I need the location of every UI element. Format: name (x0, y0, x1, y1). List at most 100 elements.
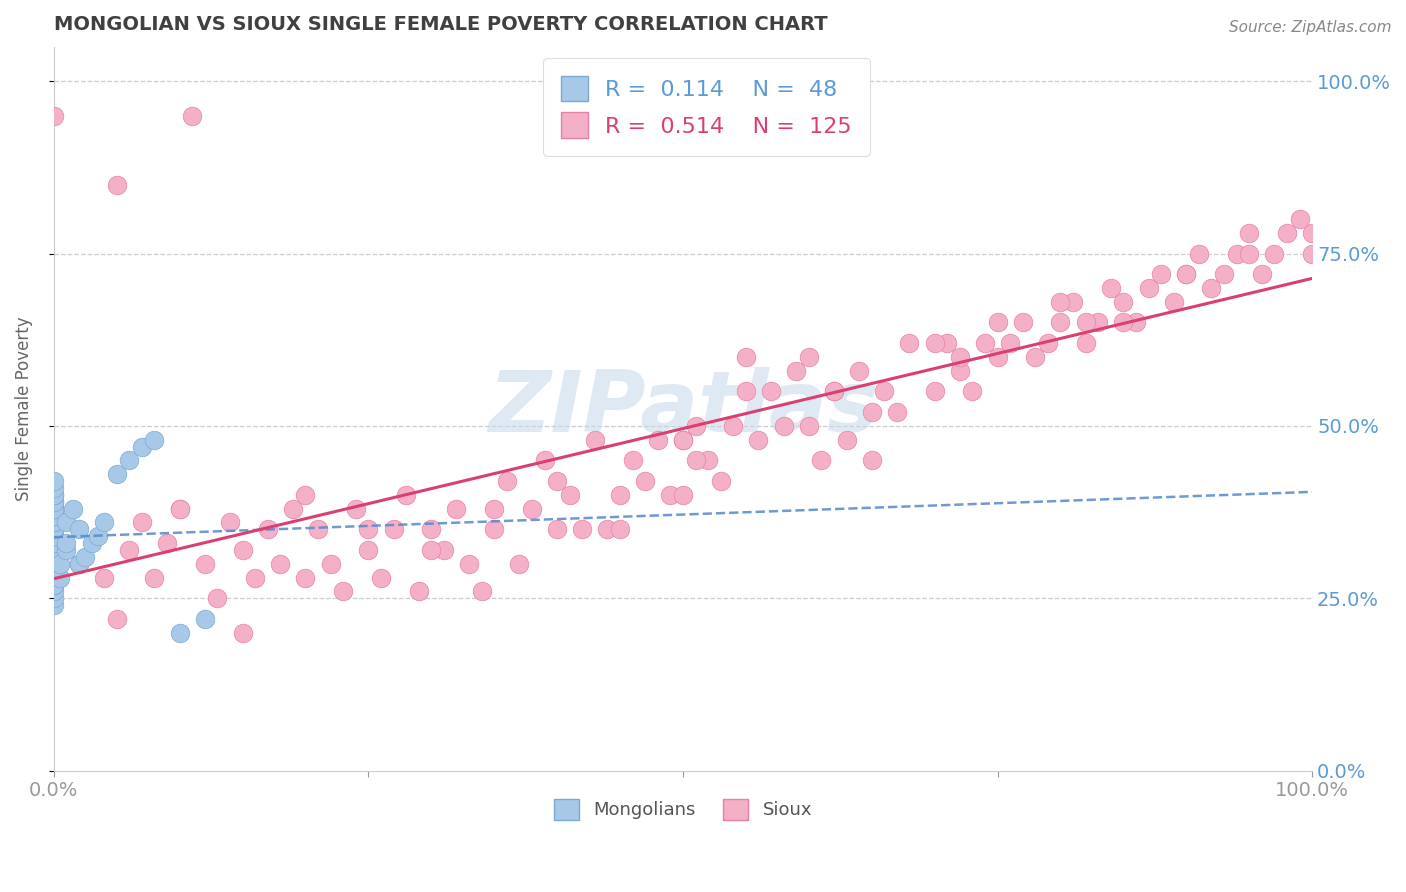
Point (484, 501, 506, 516)
Point (42, 508, 65, 523)
Point (42, 549, 65, 564)
Point (710, 474, 733, 488)
Point (446, 501, 468, 516)
Point (1201, 281, 1223, 295)
Point (974, 336, 997, 351)
Point (998, 336, 1021, 351)
Point (42, 495, 65, 509)
Point (256, 522, 278, 536)
Point (42, 488, 65, 502)
Point (1163, 294, 1185, 309)
Point (42, 598, 65, 612)
Point (194, 557, 217, 571)
Point (1237, 226, 1260, 240)
Point (1137, 281, 1160, 295)
Point (1188, 246, 1211, 260)
Point (42, 508, 65, 523)
Point (886, 405, 908, 419)
Point (1250, 267, 1272, 281)
Point (1062, 294, 1084, 309)
Point (797, 418, 820, 433)
Point (1175, 267, 1198, 281)
Point (357, 543, 380, 558)
Point (647, 433, 669, 447)
Point (898, 336, 921, 351)
Point (156, 536, 179, 550)
Point (42, 564, 65, 578)
Point (672, 433, 695, 447)
Point (42, 529, 65, 543)
Point (1301, 246, 1323, 260)
Point (62, 501, 84, 516)
Text: ZIPatlas: ZIPatlas (488, 368, 879, 450)
Point (1175, 267, 1198, 281)
Legend: Mongolians, Sioux: Mongolians, Sioux (547, 791, 820, 827)
Point (810, 453, 832, 467)
Y-axis label: Single Female Poverty: Single Female Poverty (15, 317, 32, 501)
Point (1301, 226, 1323, 240)
Point (42, 557, 65, 571)
Point (546, 522, 568, 536)
Point (1087, 316, 1109, 330)
Point (131, 440, 153, 454)
Point (357, 522, 380, 536)
Point (546, 474, 568, 488)
Point (105, 612, 128, 626)
Point (42, 522, 65, 536)
Point (332, 584, 354, 599)
Point (433, 543, 456, 558)
Point (294, 571, 316, 585)
Point (67, 522, 90, 536)
Point (823, 384, 845, 399)
Point (42, 522, 65, 536)
Point (42, 501, 65, 516)
Point (344, 501, 367, 516)
Point (49, 557, 72, 571)
Point (1150, 267, 1173, 281)
Point (747, 433, 769, 447)
Point (42, 501, 65, 516)
Point (924, 384, 946, 399)
Point (67, 557, 90, 571)
Point (207, 591, 229, 606)
Point (1263, 246, 1285, 260)
Point (232, 543, 254, 558)
Point (42, 571, 65, 585)
Point (848, 364, 870, 378)
Point (49, 571, 72, 585)
Point (55, 536, 77, 550)
Point (1125, 316, 1147, 330)
Point (558, 488, 581, 502)
Point (697, 453, 720, 467)
Point (42, 522, 65, 536)
Point (420, 522, 443, 536)
Point (1275, 226, 1298, 240)
Point (797, 350, 820, 364)
Point (1112, 294, 1135, 309)
Point (634, 474, 657, 488)
Point (735, 350, 758, 364)
Point (484, 522, 506, 536)
Point (194, 612, 217, 626)
Point (949, 364, 972, 378)
Point (987, 316, 1010, 330)
Point (42, 474, 65, 488)
Point (181, 109, 204, 123)
Point (1074, 316, 1097, 330)
Point (659, 488, 682, 502)
Point (672, 488, 695, 502)
Point (596, 522, 619, 536)
Point (609, 488, 631, 502)
Point (42, 584, 65, 599)
Point (1011, 316, 1033, 330)
Point (42, 501, 65, 516)
Point (42, 536, 65, 550)
Point (87, 529, 110, 543)
Point (835, 433, 858, 447)
Point (1288, 212, 1310, 227)
Point (723, 418, 745, 433)
Point (42, 516, 65, 530)
Point (508, 557, 530, 571)
Point (395, 488, 418, 502)
Point (860, 453, 883, 467)
